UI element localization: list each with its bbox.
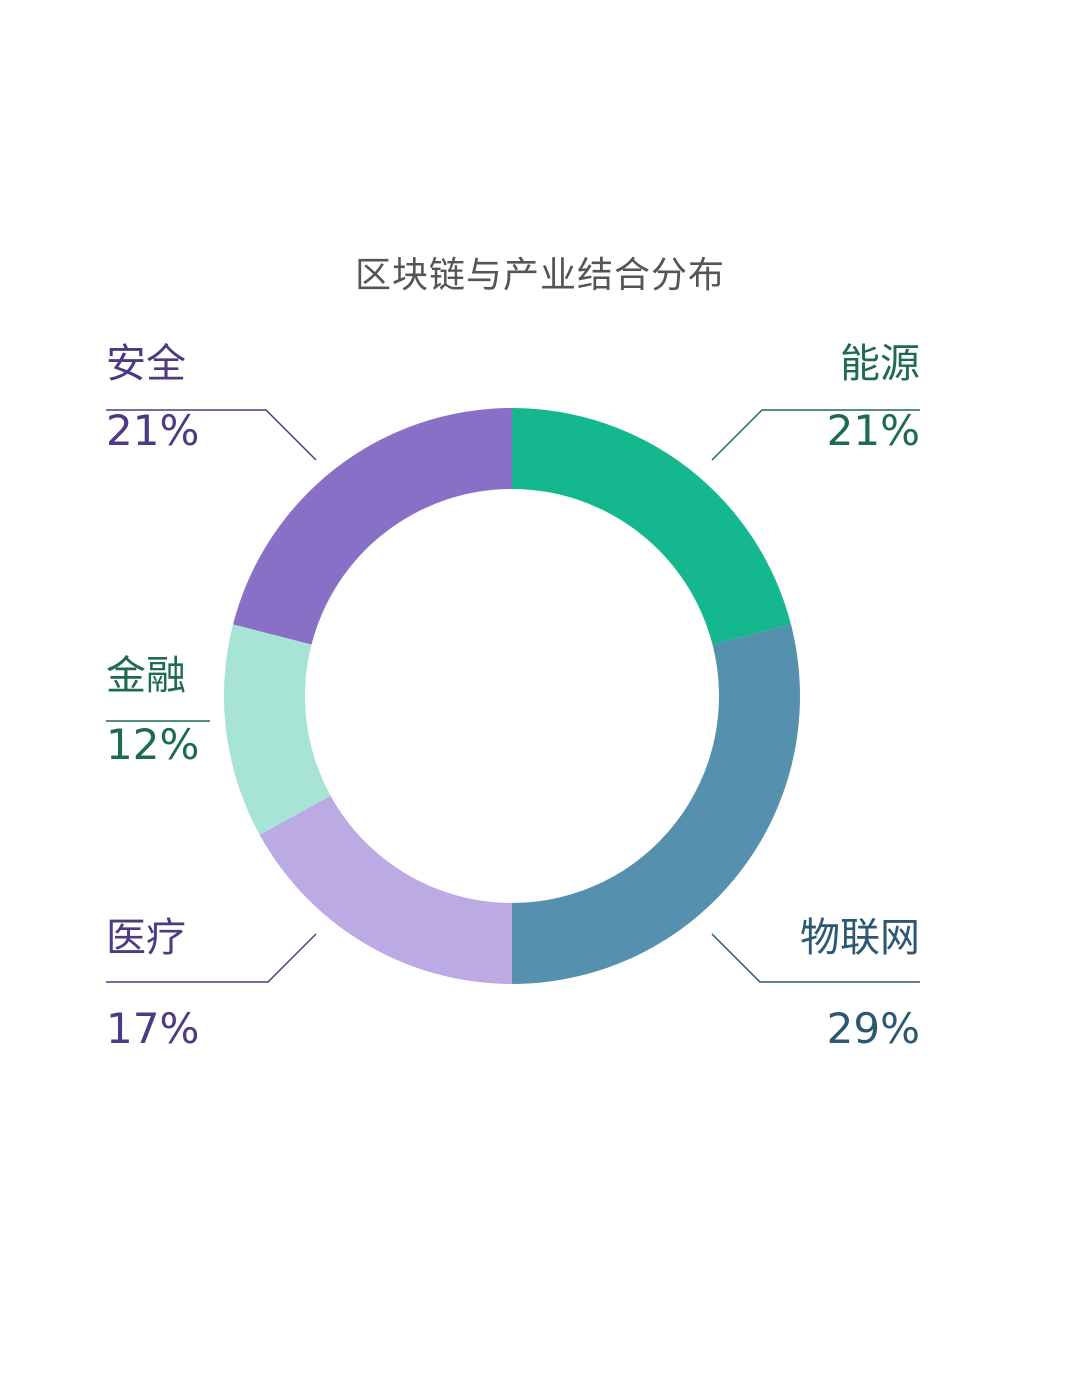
leader-line-medical xyxy=(106,933,317,983)
value-label-security: 21% xyxy=(106,406,200,455)
donut-slices xyxy=(224,408,800,984)
chart-title: 区块链与产业结合分布 xyxy=(354,255,725,296)
slice-finance xyxy=(224,624,331,835)
slice-medical xyxy=(259,795,512,984)
slice-security xyxy=(233,408,513,645)
leader-line-security xyxy=(106,409,317,461)
category-label-finance: 金融 xyxy=(106,653,186,699)
label-finance: 金融 12% xyxy=(106,652,199,770)
label-iot: 物联网 29% xyxy=(800,914,920,1054)
value-label-iot: 29% xyxy=(826,1004,920,1053)
value-label-medical: 17% xyxy=(106,1004,200,1053)
category-label-security: 安全 xyxy=(106,341,186,387)
category-label-medical: 医疗 xyxy=(106,915,186,961)
label-security: 安全 21% xyxy=(106,340,199,456)
value-label-finance: 12% xyxy=(106,720,200,769)
category-label-energy: 能源 xyxy=(840,341,920,387)
leader-line-iot xyxy=(711,933,920,983)
slice-iot xyxy=(512,624,800,984)
leader-line-energy xyxy=(711,409,920,461)
category-label-iot: 物联网 xyxy=(800,915,920,961)
value-label-energy: 21% xyxy=(826,406,920,455)
leader-lines xyxy=(106,409,920,983)
label-medical: 医疗 17% xyxy=(106,914,199,1054)
label-energy: 能源 21% xyxy=(827,340,920,456)
slice-energy xyxy=(512,408,791,645)
